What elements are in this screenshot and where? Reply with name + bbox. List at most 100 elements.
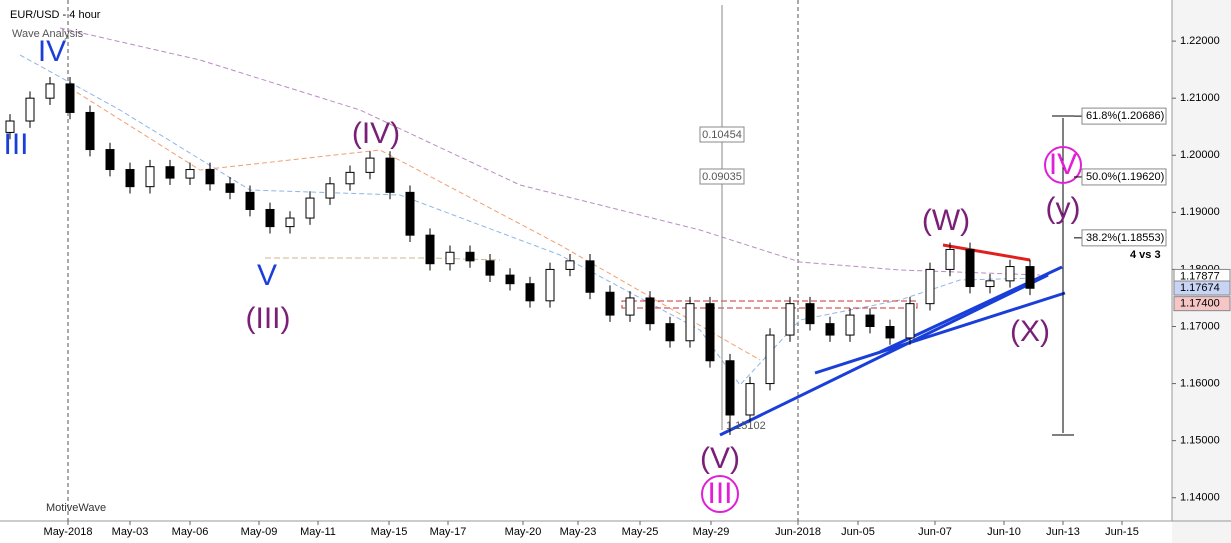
- price-tag-label: 1.17877: [1180, 270, 1220, 282]
- candle-body: [345, 171, 355, 185]
- candle-body: [625, 297, 635, 316]
- wave-label: (X): [1010, 315, 1050, 348]
- wave-label: III: [707, 477, 732, 510]
- wave-label: (V): [700, 442, 740, 475]
- candle-body: [945, 248, 955, 270]
- candle-body: [25, 97, 35, 122]
- candle-body: [545, 268, 555, 302]
- fib-box: [1081, 168, 1167, 186]
- annotation: 1.15102: [726, 420, 766, 432]
- price-tag-label: 1.17674: [1180, 282, 1220, 294]
- candle-body: [265, 208, 275, 228]
- x-tick-label: May-23: [560, 526, 597, 538]
- candle-body: [825, 323, 835, 336]
- candle-body: [725, 360, 735, 416]
- candles: [5, 77, 1035, 435]
- candle-body: [325, 183, 335, 199]
- wave-label: (y): [1046, 192, 1081, 225]
- candle-body: [365, 157, 375, 173]
- wave-label: (IV): [352, 117, 400, 150]
- y-tick-label: 1.20000: [1180, 149, 1220, 161]
- x-tick-label: May-25: [622, 526, 659, 538]
- y-tick-label: 1.14000: [1180, 492, 1220, 504]
- candle-body: [225, 183, 235, 193]
- candle-body: [105, 149, 115, 171]
- x-tick-label: May-03: [112, 526, 149, 538]
- wave-label: III: [3, 128, 28, 161]
- candle-body: [805, 303, 815, 325]
- candle-body: [45, 83, 55, 99]
- candle-body: [245, 191, 255, 210]
- x-tick-label: May-2018: [44, 526, 93, 538]
- candle-body: [5, 120, 15, 133]
- candle-body: [525, 283, 535, 302]
- x-tick-label: May-11: [300, 526, 336, 538]
- candle-body: [645, 297, 655, 325]
- candle-body: [885, 325, 895, 339]
- candle-body: [145, 166, 155, 188]
- candle-body: [465, 251, 475, 262]
- candle-body: [285, 217, 295, 228]
- wave-label: (III): [246, 302, 291, 335]
- annotation: 4 vs 3: [1130, 249, 1161, 261]
- x-tick-label: Jun-13: [1046, 526, 1080, 538]
- candle-body: [65, 83, 75, 113]
- candle-body: [505, 274, 515, 285]
- x-tick-label: Jun-05: [841, 526, 875, 538]
- wave-label: IV: [1049, 148, 1077, 181]
- candle-body: [925, 268, 935, 305]
- x-tick-label: May-17: [430, 526, 467, 538]
- x-tick-label: May-09: [241, 526, 278, 538]
- candle-body: [445, 251, 455, 265]
- y-tick-label: 1.16000: [1180, 377, 1220, 389]
- y-tick-label: 1.21000: [1180, 92, 1220, 104]
- price-tag: [1173, 296, 1231, 312]
- footer: MotiveWave: [46, 502, 106, 514]
- candle-body: [485, 260, 495, 276]
- candle-body: [985, 280, 995, 288]
- subtitle: Wave Analysis: [12, 28, 84, 40]
- price-tag-label: 1.17400: [1180, 298, 1220, 310]
- wave-label: V: [257, 259, 277, 292]
- fib-label: 38.2%(1.18553): [1086, 232, 1164, 244]
- trendline: [942, 243, 1031, 262]
- x-tick-label: Jun-2018: [775, 526, 821, 538]
- wave-circle: [701, 475, 739, 513]
- candle-body: [905, 303, 915, 339]
- candle-body: [685, 303, 695, 342]
- x-tick-label: May-29: [693, 526, 730, 538]
- candle-body: [665, 323, 675, 342]
- x-tick-label: Jun-07: [918, 526, 952, 538]
- candle-body: [865, 314, 875, 327]
- x-tick-label: Jun-10: [987, 526, 1021, 538]
- candle-body: [765, 334, 775, 385]
- fib-box: [1081, 107, 1167, 125]
- candle-body: [565, 260, 575, 270]
- measure-box: [699, 126, 745, 143]
- candle-body: [785, 303, 795, 336]
- moving-average: [59, 27, 1041, 276]
- wave-label: (W): [922, 204, 970, 237]
- candle-body: [425, 234, 435, 265]
- fib-box: [1081, 229, 1167, 247]
- price-tag: [1173, 280, 1231, 296]
- fib-label: 61.8%(1.20686): [1086, 110, 1164, 122]
- candle-body: [1025, 266, 1035, 289]
- wave-circle: [1044, 146, 1082, 184]
- candle-body: [85, 111, 95, 151]
- range-box: [621, 300, 918, 309]
- measure-box: [699, 168, 745, 185]
- candle-body: [705, 303, 715, 362]
- y-tick-label: 1.22000: [1180, 35, 1220, 47]
- wave-label: IV: [38, 35, 66, 68]
- moving-average: [19, 54, 1041, 386]
- fib-label: 50.0%(1.19620): [1086, 171, 1164, 183]
- candle-body: [185, 169, 195, 179]
- candle-body: [165, 166, 175, 179]
- trendline: [814, 291, 1066, 375]
- candle-body: [385, 157, 395, 193]
- candle-body: [585, 260, 595, 293]
